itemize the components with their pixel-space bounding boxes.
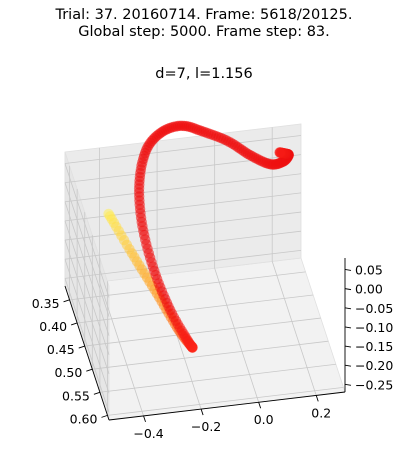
x-tick-label: −0.4 [133, 426, 163, 441]
y-tick-label: 0.50 [54, 365, 82, 380]
y-tick [101, 414, 108, 418]
z-tick-label: −0.10 [355, 320, 393, 335]
x-tick [200, 408, 204, 416]
z-gridline [64, 201, 110, 336]
chart-subtitle: d=7, l=1.156 [155, 66, 253, 82]
x-gridline [271, 261, 317, 396]
x-tick [143, 415, 146, 423]
y-gridline [77, 294, 314, 324]
y-tick [78, 345, 85, 349]
y-tick [93, 391, 101, 395]
y-tick-label: 0.45 [47, 342, 75, 357]
z-tick-label: −0.25 [355, 377, 393, 392]
z-tick [344, 326, 352, 329]
y-tick [63, 299, 70, 303]
z-gridline [64, 135, 302, 164]
curve-point [274, 147, 285, 158]
z-tick [344, 383, 352, 386]
z-tick-label: −0.20 [355, 358, 393, 373]
chart-title-line-2: Global step: 5000. Frame step: 83. [78, 24, 330, 40]
x-tick [315, 395, 319, 402]
z-tick [344, 364, 352, 367]
x-tick-label: 0.2 [311, 405, 331, 420]
z-tick-label: −0.05 [355, 301, 393, 316]
z-tick [344, 307, 352, 310]
y-gridline [84, 317, 321, 347]
z-gridline [64, 278, 110, 413]
x-tick-label: 0.0 [254, 412, 274, 427]
y-gridline [99, 363, 336, 393]
y-tick-label: 0.35 [32, 296, 60, 311]
x-tick-label: −0.2 [191, 419, 221, 434]
x-gridline [214, 268, 260, 403]
y-gridline [92, 340, 329, 370]
x-tick [258, 402, 262, 409]
z-gridline [64, 211, 302, 241]
y-gridline [107, 386, 344, 416]
z-gridline [64, 182, 110, 317]
z-gridline [64, 230, 302, 260]
y-axis-line [64, 285, 110, 421]
y-tick-label: 0.40 [39, 319, 67, 334]
x-gridline [99, 281, 144, 417]
y-tick [86, 368, 93, 372]
z-tick-label: 0.00 [355, 282, 383, 297]
z-tick-label: 0.05 [355, 262, 383, 277]
y-gridline [69, 271, 306, 301]
y-tick-label: 0.60 [70, 411, 98, 426]
z-gridline [64, 249, 302, 279]
z-tick [344, 345, 352, 348]
z-gridline [64, 239, 110, 375]
x-axis-line [108, 391, 346, 421]
z-tick [344, 269, 352, 271]
z-tick-label: −0.15 [355, 339, 393, 354]
chart-title-line-1: Trial: 37. 20160714. Frame: 5618/20125. [55, 7, 353, 23]
z-gridline [64, 163, 110, 298]
y-tick-label: 0.55 [62, 388, 90, 403]
z-gridline [64, 220, 110, 356]
z-gridline [64, 259, 110, 394]
z-gridline [64, 173, 302, 203]
z-tick [344, 288, 352, 291]
y-tick [70, 322, 78, 326]
